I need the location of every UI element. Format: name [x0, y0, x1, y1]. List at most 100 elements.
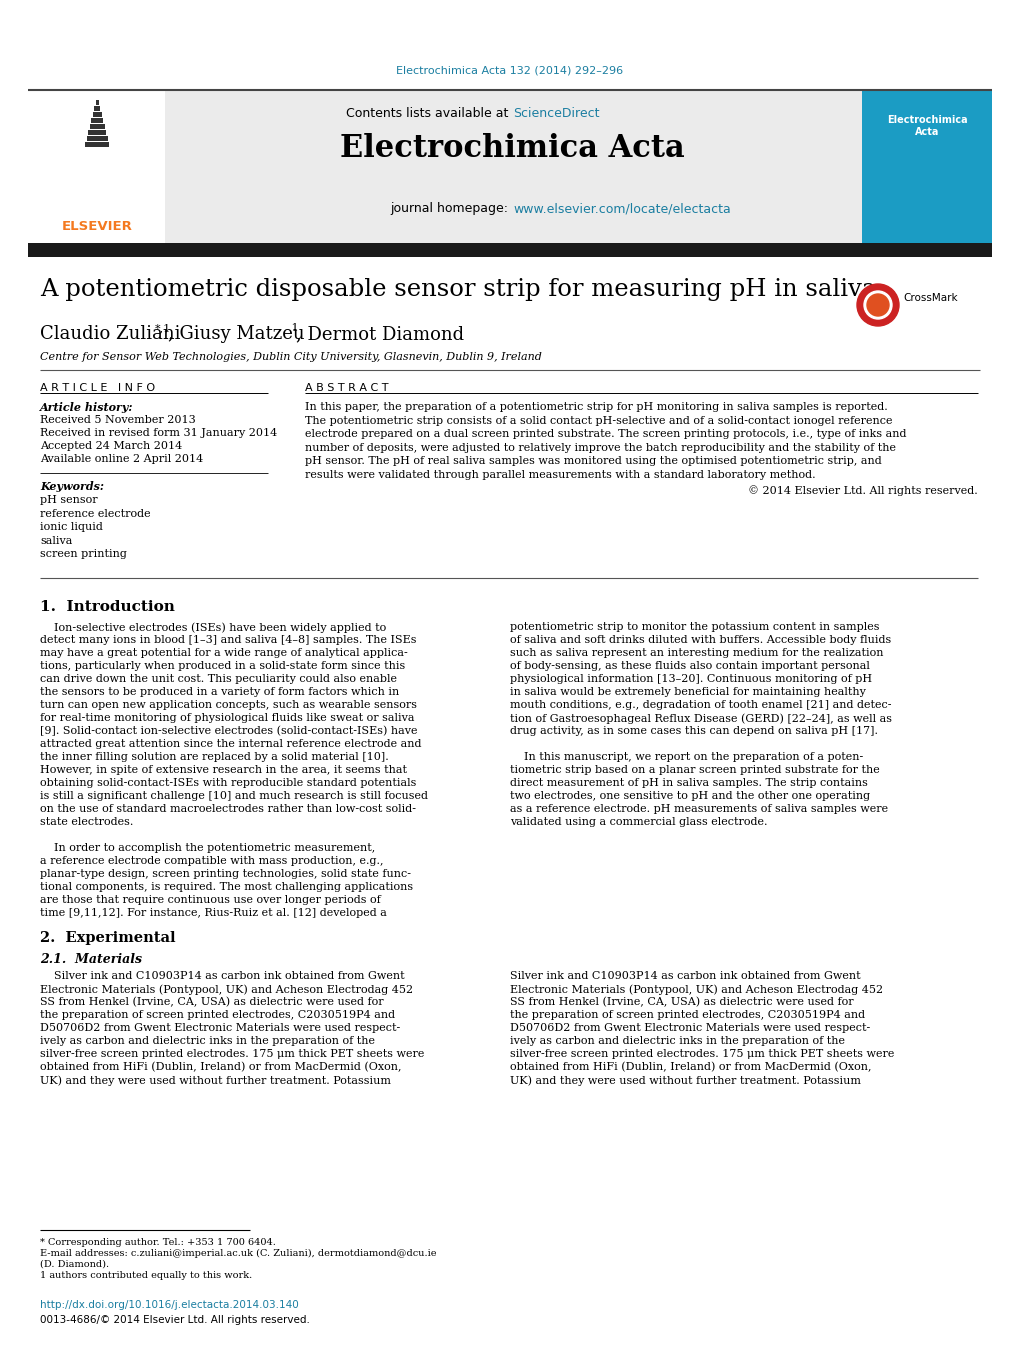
Circle shape [856, 284, 898, 326]
Bar [88, 130, 106, 135]
Text: journal homepage:: journal homepage: [389, 203, 512, 215]
Text: a reference electrode compatible with mass production, e.g.,: a reference electrode compatible with ma… [40, 857, 383, 866]
Bar [93, 112, 102, 118]
Text: ScienceDirect: ScienceDirect [513, 107, 599, 120]
Text: Contents lists available at: Contents lists available at [345, 107, 512, 120]
Text: the sensors to be produced in a variety of form factors which in: the sensors to be produced in a variety … [40, 688, 398, 697]
Text: tion of Gastroesophageal Reflux Disease (GERD) [22–24], as well as: tion of Gastroesophageal Reflux Disease … [510, 713, 892, 724]
Text: , Dermot Diamond: , Dermot Diamond [296, 326, 464, 343]
Text: drug activity, as in some cases this can depend on saliva pH [17].: drug activity, as in some cases this can… [510, 725, 877, 736]
Text: the inner filling solution are replaced by a solid material [10].: the inner filling solution are replaced … [40, 753, 388, 762]
Text: *,1: *,1 [155, 323, 171, 332]
Text: on the use of standard macroelectrodes rather than low-cost solid-: on the use of standard macroelectrodes r… [40, 804, 416, 815]
Text: two electrodes, one sensitive to pH and the other one operating: two electrodes, one sensitive to pH and … [510, 790, 869, 801]
Text: Electronic Materials (Pontypool, UK) and Acheson Electrodag 452: Electronic Materials (Pontypool, UK) and… [510, 984, 882, 994]
Text: direct measurement of pH in saliva samples. The strip contains: direct measurement of pH in saliva sampl… [510, 778, 867, 788]
Text: validated using a commercial glass electrode.: validated using a commercial glass elect… [510, 817, 766, 827]
Text: CrossMark: CrossMark [902, 293, 957, 303]
Text: ELSEVIER: ELSEVIER [61, 220, 132, 232]
Text: Ion-selective electrodes (ISEs) have been widely applied to: Ion-selective electrodes (ISEs) have bee… [40, 621, 386, 632]
Text: Silver ink and C10903P14 as carbon ink obtained from Gwent: Silver ink and C10903P14 as carbon ink o… [510, 971, 860, 981]
Text: Acta: Acta [914, 127, 938, 136]
Text: turn can open new application concepts, such as wearable sensors: turn can open new application concepts, … [40, 700, 417, 711]
Text: in saliva would be extremely beneficial for maintaining healthy: in saliva would be extremely beneficial … [510, 688, 865, 697]
Text: Available online 2 April 2014: Available online 2 April 2014 [40, 454, 203, 463]
Text: http://dx.doi.org/10.1016/j.electacta.2014.03.140: http://dx.doi.org/10.1016/j.electacta.20… [40, 1300, 299, 1310]
Bar [28, 243, 991, 257]
Text: SS from Henkel (Irvine, CA, USA) as dielectric were used for: SS from Henkel (Irvine, CA, USA) as diel… [40, 997, 383, 1008]
Text: [9]. Solid-contact ion-selective electrodes (solid-contact-ISEs) have: [9]. Solid-contact ion-selective electro… [40, 725, 417, 736]
Text: planar-type design, screen printing technologies, solid state func-: planar-type design, screen printing tech… [40, 869, 411, 880]
Text: such as saliva represent an interesting medium for the realization: such as saliva represent an interesting … [510, 648, 882, 658]
Text: D50706D2 from Gwent Electronic Materials were used respect-: D50706D2 from Gwent Electronic Materials… [510, 1023, 869, 1034]
Bar [28, 91, 165, 243]
Bar [94, 105, 100, 111]
Text: Electronic Materials (Pontypool, UK) and Acheson Electrodag 452: Electronic Materials (Pontypool, UK) and… [40, 984, 413, 994]
Text: tiometric strip based on a planar screen printed substrate for the: tiometric strip based on a planar screen… [510, 765, 879, 775]
Text: Keywords:: Keywords: [40, 481, 104, 492]
Text: SS from Henkel (Irvine, CA, USA) as dielectric were used for: SS from Henkel (Irvine, CA, USA) as diel… [510, 997, 853, 1008]
Text: can drive down the unit cost. This peculiarity could also enable: can drive down the unit cost. This pecul… [40, 674, 396, 684]
Text: mouth conditions, e.g., degradation of tooth enamel [21] and detec-: mouth conditions, e.g., degradation of t… [510, 700, 891, 711]
Text: the preparation of screen printed electrodes, C2030519P4 and: the preparation of screen printed electr… [40, 1011, 394, 1020]
Text: © 2014 Elsevier Ltd. All rights reserved.: © 2014 Elsevier Ltd. All rights reserved… [748, 485, 977, 496]
Text: Received in revised form 31 January 2014: Received in revised form 31 January 2014 [40, 428, 277, 438]
Text: obtaining solid-contact-ISEs with reproducible standard potentials: obtaining solid-contact-ISEs with reprod… [40, 778, 416, 788]
Text: silver-free screen printed electrodes. 175 μm thick PET sheets were: silver-free screen printed electrodes. 1… [510, 1048, 894, 1059]
Text: state electrodes.: state electrodes. [40, 817, 133, 827]
Text: detect many ions in blood [1–3] and saliva [4–8] samples. The ISEs: detect many ions in blood [1–3] and sali… [40, 635, 416, 644]
Bar [91, 118, 103, 123]
Bar [165, 91, 861, 243]
Text: attracted great attention since the internal reference electrode and: attracted great attention since the inte… [40, 739, 421, 748]
Text: the preparation of screen printed electrodes, C2030519P4 and: the preparation of screen printed electr… [510, 1011, 864, 1020]
Text: 1.  Introduction: 1. Introduction [40, 600, 174, 613]
Text: Accepted 24 March 2014: Accepted 24 March 2014 [40, 440, 182, 451]
Text: E-mail addresses: c.zuliani@imperial.ac.uk (C. Zuliani), dermotdiamond@dcu.ie: E-mail addresses: c.zuliani@imperial.ac.… [40, 1250, 436, 1258]
Text: However, in spite of extensive research in the area, it seems that: However, in spite of extensive research … [40, 765, 407, 775]
Text: of body-sensing, as these fluids also contain important personal: of body-sensing, as these fluids also co… [510, 661, 869, 671]
Text: obtained from HiFi (Dublin, Ireland) or from MacDermid (Oxon,: obtained from HiFi (Dublin, Ireland) or … [510, 1062, 870, 1073]
Text: potentiometric strip to monitor the potassium content in samples: potentiometric strip to monitor the pota… [510, 621, 878, 632]
Text: 2.  Experimental: 2. Experimental [40, 931, 175, 944]
Text: 1: 1 [287, 323, 299, 332]
Text: physiological information [13–20]. Continuous monitoring of pH: physiological information [13–20]. Conti… [510, 674, 871, 684]
Text: * Corresponding author. Tel.: +353 1 700 6404.: * Corresponding author. Tel.: +353 1 700… [40, 1238, 275, 1247]
Text: ively as carbon and dielectric inks in the preparation of the: ively as carbon and dielectric inks in t… [40, 1036, 375, 1046]
Text: , Giusy Matzeu: , Giusy Matzeu [168, 326, 305, 343]
Text: electrode prepared on a dual screen printed substrate. The screen printing proto: electrode prepared on a dual screen prin… [305, 430, 906, 439]
Bar [96, 100, 99, 105]
Text: time [9,11,12]. For instance, Rius-Ruiz et al. [12] developed a: time [9,11,12]. For instance, Rius-Ruiz … [40, 908, 386, 917]
Text: UK) and they were used without further treatment. Potassium: UK) and they were used without further t… [510, 1075, 860, 1086]
Text: 0013-4686/© 2014 Elsevier Ltd. All rights reserved.: 0013-4686/© 2014 Elsevier Ltd. All right… [40, 1315, 310, 1325]
Text: are those that require continuous use over longer periods of: are those that require continuous use ov… [40, 894, 380, 905]
Text: (D. Diamond).: (D. Diamond). [40, 1260, 109, 1269]
Text: saliva: saliva [40, 535, 72, 546]
Text: may have a great potential for a wide range of analytical applica-: may have a great potential for a wide ra… [40, 648, 408, 658]
Text: for real-time monitoring of physiological fluids like sweat or saliva: for real-time monitoring of physiologica… [40, 713, 414, 723]
Bar [87, 136, 108, 141]
Text: is still a significant challenge [10] and much research is still focused: is still a significant challenge [10] an… [40, 790, 428, 801]
Text: Electrochimica: Electrochimica [886, 115, 966, 126]
Text: Article history:: Article history: [40, 403, 133, 413]
Text: Silver ink and C10903P14 as carbon ink obtained from Gwent: Silver ink and C10903P14 as carbon ink o… [40, 971, 405, 981]
Text: Claudio Zuliani: Claudio Zuliani [40, 326, 180, 343]
Bar [85, 142, 109, 147]
Text: results were validated through parallel measurements with a standard laboratory : results were validated through parallel … [305, 470, 815, 480]
Text: Electrochimica Acta: Electrochimica Acta [339, 132, 684, 163]
Text: www.elsevier.com/locate/electacta: www.elsevier.com/locate/electacta [513, 203, 730, 215]
Text: A R T I C L E   I N F O: A R T I C L E I N F O [40, 382, 155, 393]
Bar [861, 91, 991, 243]
Text: 1 authors contributed equally to this work.: 1 authors contributed equally to this wo… [40, 1271, 252, 1279]
Text: tions, particularly when produced in a solid-state form since this: tions, particularly when produced in a s… [40, 661, 405, 671]
Text: In this paper, the preparation of a potentiometric strip for pH monitoring in sa: In this paper, the preparation of a pote… [305, 403, 887, 412]
Text: In order to accomplish the potentiometric measurement,: In order to accomplish the potentiometri… [40, 843, 375, 852]
Text: screen printing: screen printing [40, 549, 126, 559]
Text: Electrochimica Acta 132 (2014) 292–296: Electrochimica Acta 132 (2014) 292–296 [396, 65, 623, 76]
Text: Received 5 November 2013: Received 5 November 2013 [40, 415, 196, 426]
Text: A B S T R A C T: A B S T R A C T [305, 382, 388, 393]
Text: 2.1.  Materials: 2.1. Materials [40, 952, 142, 966]
Text: as a reference electrode. pH measurements of saliva samples were: as a reference electrode. pH measurement… [510, 804, 888, 815]
Text: In this manuscript, we report on the preparation of a poten-: In this manuscript, we report on the pre… [510, 753, 862, 762]
Text: reference electrode: reference electrode [40, 508, 151, 519]
Bar [90, 124, 105, 128]
